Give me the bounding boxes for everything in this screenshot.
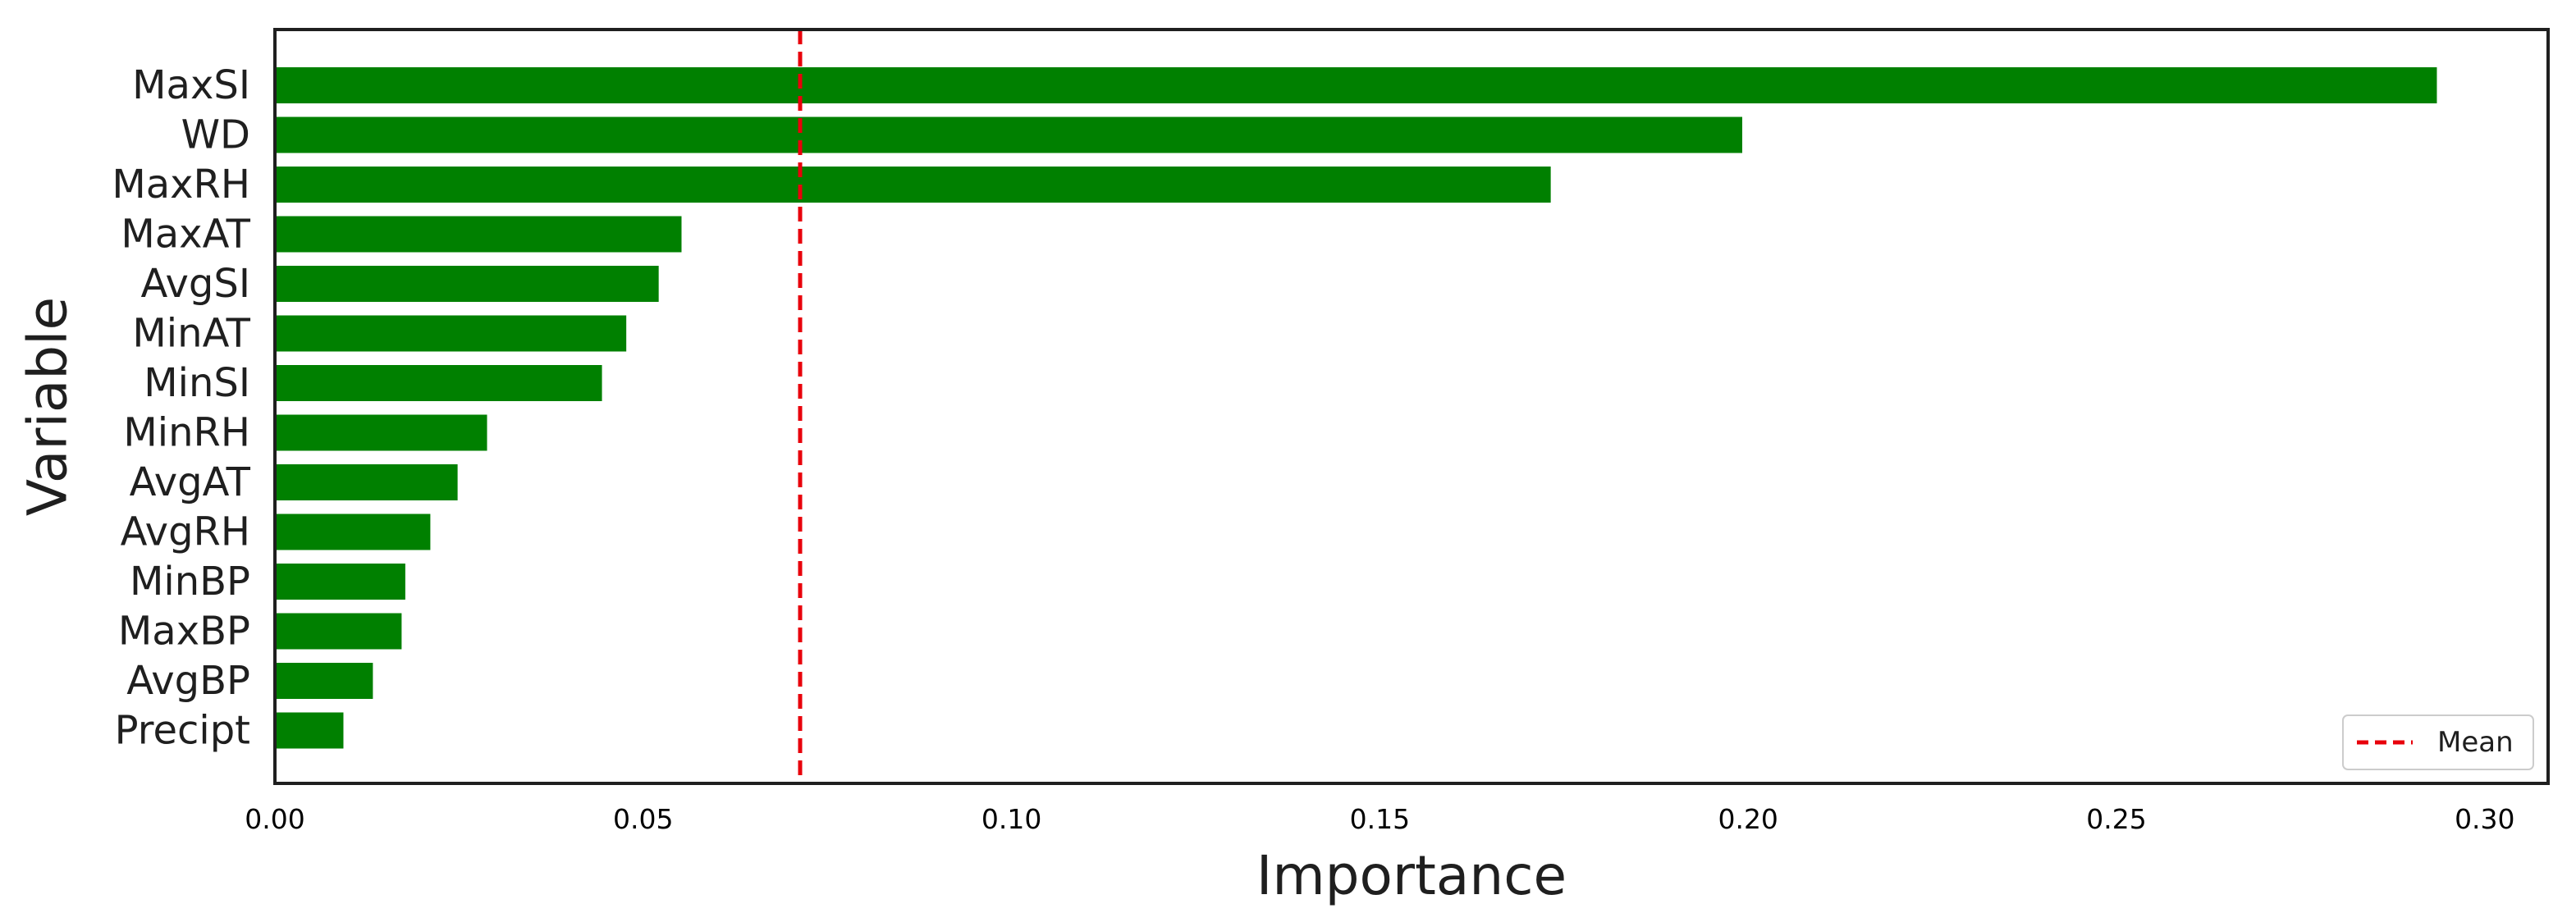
bar-minat — [275, 315, 627, 352]
legend-box — [2342, 714, 2534, 770]
x-tick-label: 0.10 — [981, 803, 1041, 835]
x-tick-label: 0.05 — [613, 803, 673, 835]
x-tick-label: 0.25 — [2086, 803, 2146, 835]
bar-minbp — [275, 564, 405, 600]
y-tick-label-avgsi: AvgSI — [140, 261, 250, 307]
x-tick-label: 0.30 — [2455, 803, 2514, 835]
y-tick-label-maxbp: MaxBP — [118, 609, 250, 655]
bar-maxbp — [275, 613, 402, 650]
y-tick-label-precipt: Precipt — [115, 708, 250, 754]
bar-avgrh — [275, 514, 431, 550]
x-tick-label: 0.00 — [245, 803, 304, 835]
y-tick-label-minrh: MinRH — [123, 410, 250, 456]
y-tick-label-minat: MinAT — [132, 311, 250, 357]
y-tick-label-avgbp: AvgBP — [126, 658, 250, 704]
bar-avgbp — [275, 663, 373, 699]
x-tick-label: 0.20 — [1718, 803, 1778, 835]
x-tick-label: 0.15 — [1350, 803, 1410, 835]
y-tick-label-maxrh: MaxRH — [112, 162, 250, 208]
y-tick-label-maxat: MaxAT — [121, 212, 250, 258]
x-axis-title: Importance — [1256, 844, 1567, 907]
y-tick-label-minbp: MinBP — [130, 559, 250, 605]
x-tick-labels: 0.00 0.05 0.10 0.15 0.20 0.25 0.30 — [245, 803, 2514, 835]
legend-label-mean: Mean — [2437, 726, 2514, 759]
bar-maxsi — [275, 67, 2437, 103]
y-tick-labels: MaxSIWDMaxRHMaxATAvgSIMinATMinSIMinRHAvg… — [112, 62, 250, 754]
y-tick-label-maxsi: MaxSI — [132, 62, 250, 108]
y-axis-title: Variable — [16, 297, 80, 516]
y-tick-label-wd: WD — [181, 112, 250, 158]
y-tick-label-avgrh: AvgRH — [121, 509, 250, 555]
bar-avgsi — [275, 266, 659, 302]
bars-layer — [275, 67, 2437, 749]
bar-wd — [275, 116, 1743, 153]
legend: Mean — [2342, 714, 2534, 770]
bar-precipt — [275, 712, 344, 749]
y-tick-label-avgat: AvgAT — [130, 459, 251, 505]
bar-maxrh — [275, 167, 1551, 203]
bar-minrh — [275, 414, 487, 451]
bar-maxat — [275, 216, 682, 253]
y-tick-label-minsi: MinSI — [144, 360, 250, 406]
bar-minsi — [275, 365, 602, 401]
plot-frame — [273, 28, 2550, 785]
bar-avgat — [275, 464, 458, 500]
